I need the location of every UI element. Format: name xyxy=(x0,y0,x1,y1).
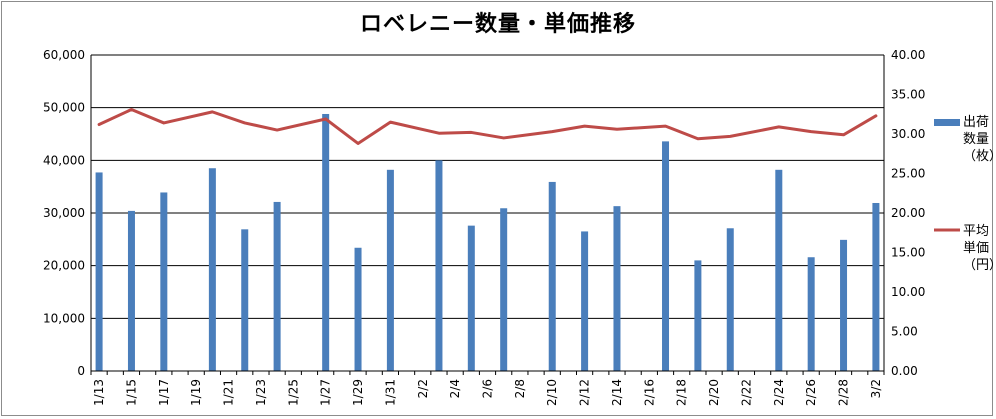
y-right-tick-label: 30.00 xyxy=(891,127,925,141)
bar xyxy=(548,181,556,371)
x-tick-label: 2/26 xyxy=(804,379,818,406)
x-tick-label: 2/28 xyxy=(837,379,851,406)
y-right-tick-label: 10.00 xyxy=(891,285,925,299)
bar xyxy=(208,168,216,371)
bar xyxy=(127,210,135,371)
y-left-tick-label: 10,000 xyxy=(43,311,85,325)
chart-title: ロベレニー数量・単価推移 xyxy=(359,12,636,37)
legend-label-price: 平均 xyxy=(963,224,989,239)
x-tick-label: 2/18 xyxy=(675,379,689,406)
x-tick-label: 2/2 xyxy=(416,379,430,398)
price-line xyxy=(97,108,878,145)
x-tick-label: 1/31 xyxy=(383,379,397,406)
legend-label-quantity: 数量 xyxy=(963,132,989,147)
bar xyxy=(435,160,443,371)
bar xyxy=(500,208,508,371)
y-left-tick-label: 40,000 xyxy=(43,153,85,167)
bar xyxy=(662,141,670,371)
x-tick-label: 1/27 xyxy=(319,379,333,406)
bar xyxy=(581,231,589,371)
y-left-tick-label: 60,000 xyxy=(43,48,85,62)
x-tick-label: 1/21 xyxy=(222,379,236,406)
y-right-tick-label: 5.00 xyxy=(891,325,918,339)
legend-swatch-quantity xyxy=(934,119,960,126)
bar xyxy=(386,169,394,371)
x-tick-label: 2/8 xyxy=(513,379,527,398)
x-tick-label: 2/6 xyxy=(481,379,495,398)
y-left-tick-label: 0 xyxy=(77,364,85,378)
x-tick-label: 2/22 xyxy=(739,379,753,406)
bar xyxy=(354,247,362,371)
bar xyxy=(613,206,621,371)
x-tick-label: 1/17 xyxy=(157,379,171,406)
y-right-tick-label: 40.00 xyxy=(891,48,925,62)
bar xyxy=(726,228,734,371)
y-right-tick-label: 15.00 xyxy=(891,246,925,260)
x-tick-label: 1/29 xyxy=(351,379,365,406)
bar xyxy=(872,202,880,371)
bar xyxy=(467,225,475,371)
x-tick-label: 1/13 xyxy=(92,379,106,406)
bar xyxy=(95,172,103,371)
x-tick-label: 1/15 xyxy=(124,379,138,406)
bar xyxy=(322,113,330,371)
x-tick-label: 3/2 xyxy=(869,379,883,398)
x-tick-label: 1/19 xyxy=(189,379,203,406)
bar xyxy=(840,239,848,371)
bar xyxy=(694,260,702,371)
y-right-tick-label: 25.00 xyxy=(891,167,925,181)
legend-label-price: 単価 xyxy=(963,240,989,256)
x-tick-label: 2/20 xyxy=(707,379,721,406)
bar xyxy=(775,169,783,371)
bar xyxy=(273,201,281,371)
x-tick-label: 1/23 xyxy=(254,379,268,406)
x-tick-label: 1/25 xyxy=(286,379,300,406)
x-tick-label: 2/10 xyxy=(545,379,559,406)
x-tick-label: 2/16 xyxy=(642,379,656,406)
y-left-tick-label: 50,000 xyxy=(43,101,85,115)
y-right-tick-label: 20.00 xyxy=(891,206,925,220)
bar xyxy=(807,257,815,371)
legend-label-price: （円） xyxy=(963,258,996,273)
y-left-tick-label: 30,000 xyxy=(43,206,85,220)
bar xyxy=(160,192,168,371)
y-left-tick-label: 20,000 xyxy=(43,259,85,273)
x-tick-label: 2/24 xyxy=(772,379,786,406)
x-tick-label: 2/12 xyxy=(578,379,592,406)
legend-label-quantity: （枚） xyxy=(963,149,996,164)
x-tick-label: 2/4 xyxy=(448,379,462,398)
y-right-tick-label: 35.00 xyxy=(891,88,925,102)
bar xyxy=(241,229,249,371)
y-right-tick-label: 0.00 xyxy=(891,364,918,378)
x-tick-label: 2/14 xyxy=(610,379,624,406)
legend-label-quantity: 出荷 xyxy=(963,115,989,130)
